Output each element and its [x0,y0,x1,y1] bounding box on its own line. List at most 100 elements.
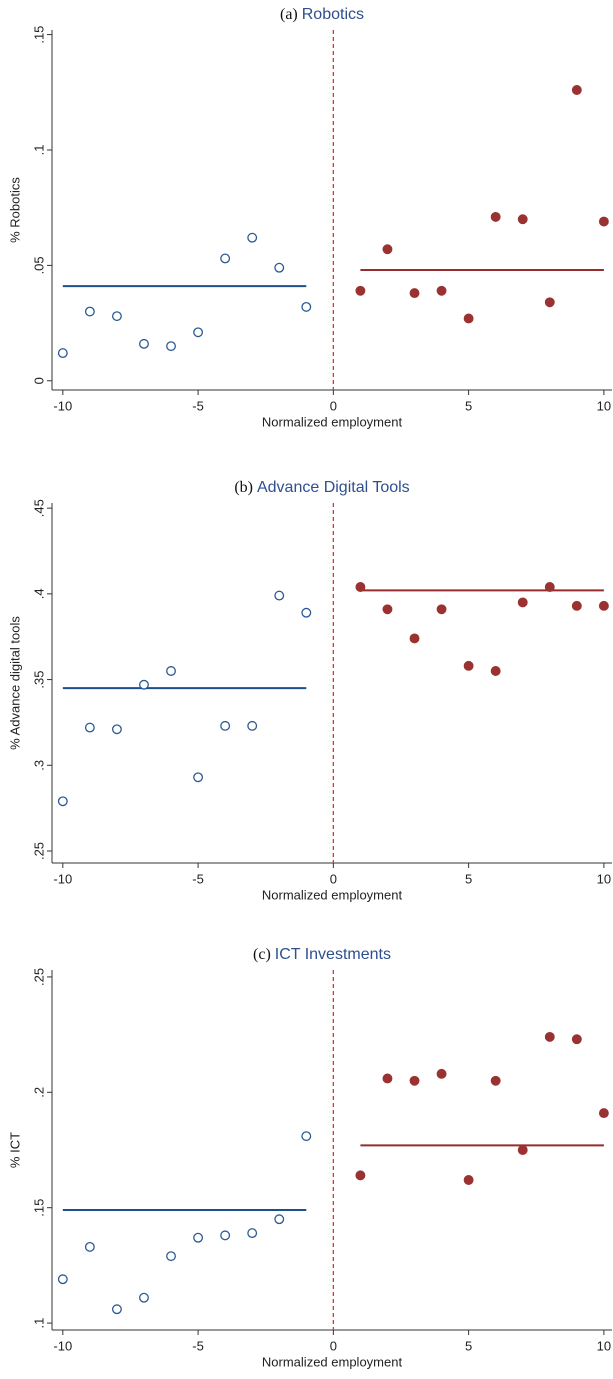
x-axis-label: Normalized employment [262,1354,403,1369]
panel: (a) Robotics 0 .05 .1 .15 -10 -5 0 5 10 Normalized… [7,6,612,429]
data-point [84,722,95,733]
data-point [571,85,582,95]
data-point [409,288,420,299]
y-tick-label: .15 [31,1199,46,1217]
data-point [111,724,122,735]
data-point [84,306,95,317]
y-axis-label: % Robotics [7,177,22,243]
y-tick-label: .05 [31,256,46,274]
data-point [490,666,501,676]
data-point [247,720,258,731]
data-point [220,720,231,731]
panel-title: (b) Advance Digital Tools [234,479,409,497]
data-point [247,232,258,243]
data-point [517,1145,528,1155]
x-tick-label: 5 [465,871,472,886]
y-tick-label: .15 [31,26,46,44]
data-point [301,1131,312,1142]
y-tick-label: .1 [31,1318,46,1329]
panel-label: (a) [280,6,298,23]
x-tick-label: -5 [192,1338,204,1353]
data-point [544,1031,555,1042]
data-point [544,297,555,308]
data-point [598,1108,609,1119]
data-point [57,1274,68,1285]
x-tick-label: 0 [330,871,337,886]
y-tick-label: .25 [31,968,46,986]
y-tick-label: .35 [31,671,46,689]
data-point [544,582,555,592]
x-axis-label: Normalized employment [262,887,403,902]
data-point [436,604,447,615]
panel-label: (b) [234,479,253,496]
y-axis-label: % ICT [7,1132,22,1168]
data-point [463,1175,474,1185]
data-point [193,772,204,783]
data-point [57,796,68,807]
data-point [382,1073,393,1084]
title: ICT Investments [275,946,391,963]
data-point [517,597,528,608]
data-point [220,1230,231,1241]
data-point [274,590,285,601]
data-point [57,348,68,359]
data-point [355,1170,366,1181]
panel: (c) ICT Investments .1 .15 .2 .25 -10 -5 0 5 10 No… [7,946,612,1369]
data-point [247,1228,258,1239]
data-point [301,607,312,618]
data-point [139,338,149,349]
data-point [436,285,447,296]
y-tick-label: .4 [31,588,46,599]
data-point [111,1304,122,1315]
data-point [598,600,609,611]
data-point [382,244,393,255]
data-point [382,604,393,615]
data-point [409,1075,420,1086]
x-tick-label: -5 [192,871,204,886]
data-point [166,666,176,676]
x-tick-label: 10 [597,1338,611,1353]
data-point [84,1241,95,1252]
x-tick-label: 5 [465,1338,472,1353]
data-point [598,216,609,227]
data-point [355,582,366,592]
y-tick-label: .45 [31,499,46,517]
panel-title: (a) Robotics [280,6,364,24]
x-tick-label: -10 [53,398,72,413]
title: Advance Digital Tools [257,479,410,496]
x-tick-label: 10 [597,398,611,413]
data-point [274,262,285,273]
y-tick-label: .1 [31,145,46,156]
y-tick-label: 0 [31,377,46,384]
data-point [193,327,204,338]
x-tick-label: -10 [53,1338,72,1353]
data-point [301,301,312,312]
data-point [490,211,501,222]
data-point [517,214,528,225]
x-axis-label: Normalized employment [262,414,403,429]
data-point [571,600,582,611]
data-point [274,1214,285,1225]
data-point [436,1068,447,1079]
x-tick-label: -5 [192,398,204,413]
data-point [166,1251,176,1262]
title: Robotics [302,6,364,23]
x-tick-label: 0 [330,398,337,413]
x-tick-label: -10 [53,871,72,886]
data-point [139,1292,149,1303]
data-point [463,313,474,324]
data-point [355,285,366,296]
data-point [220,253,231,264]
data-point [490,1075,501,1086]
data-point [463,660,474,671]
panel: (b) Advance Digital Tools .25 .3 .35 .4 .45 -1… [7,479,612,902]
data-point [139,679,149,690]
y-tick-label: .2 [31,1087,46,1098]
panel-label: (c) [253,946,271,963]
data-point [111,311,122,322]
data-point [571,1034,582,1045]
data-point [409,633,420,644]
data-point [166,341,176,352]
x-tick-label: 0 [330,1338,337,1353]
